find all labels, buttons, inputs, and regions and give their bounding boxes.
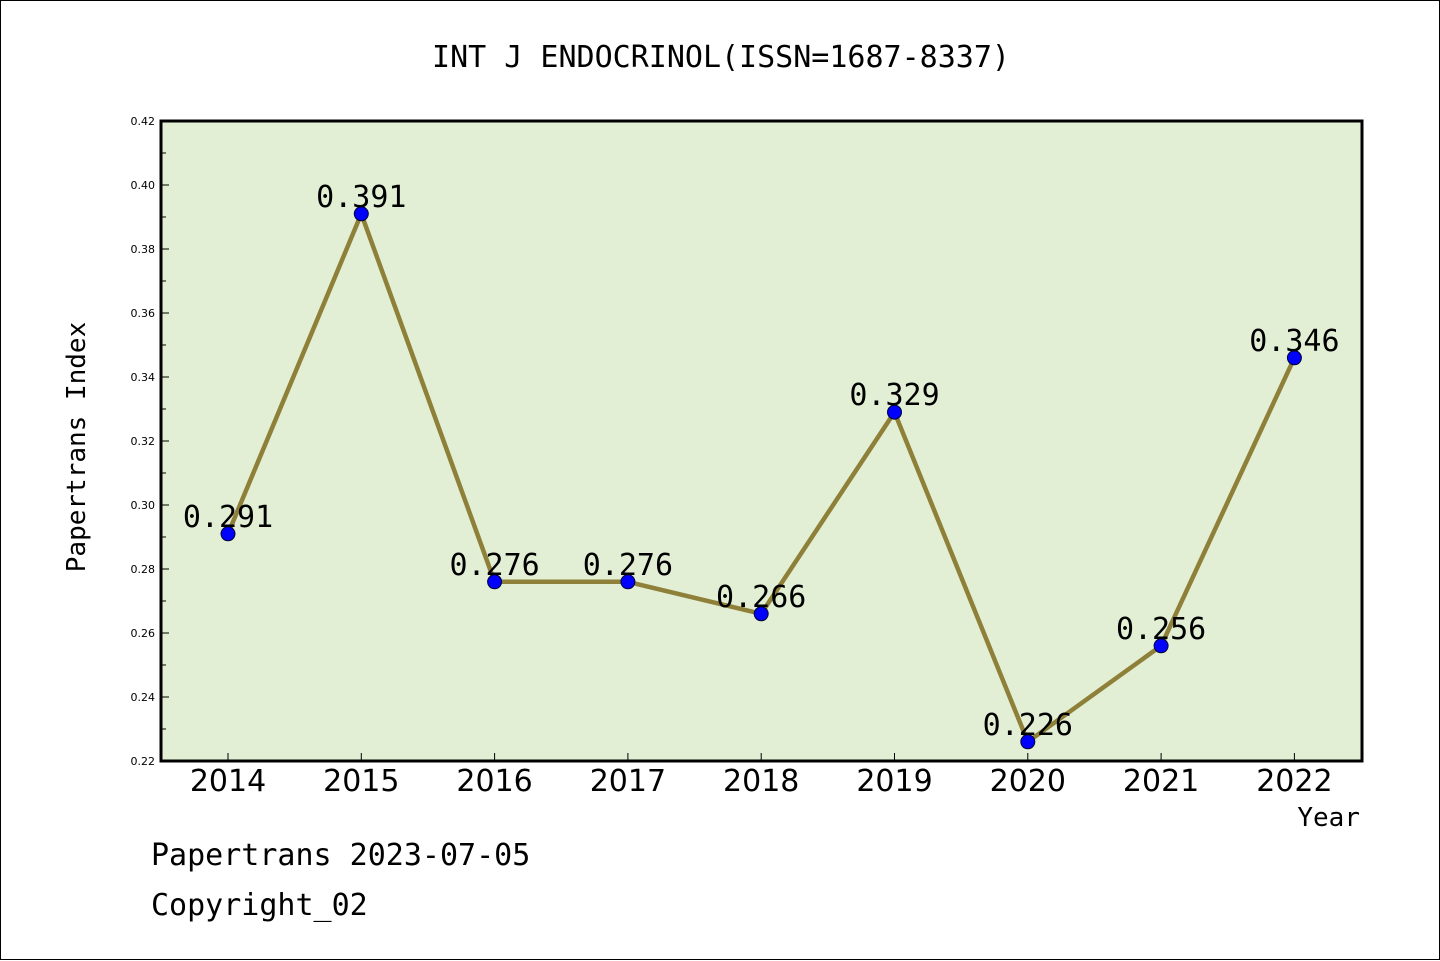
plot-area xyxy=(159,119,1364,763)
data-point xyxy=(620,574,636,590)
data-point xyxy=(353,206,369,222)
y-tick-label: 0.32 xyxy=(131,435,156,448)
y-tick-label: 0.38 xyxy=(131,243,156,256)
data-point xyxy=(1286,350,1302,366)
data-point xyxy=(220,526,236,542)
y-tick-label: 0.42 xyxy=(131,115,156,128)
y-tick-label: 0.30 xyxy=(131,499,156,512)
x-tick-label: 2018 xyxy=(723,764,799,799)
x-axis: 2014 2015 2016 2017 2018 2019 2020 2021 2022 xyxy=(190,753,1333,799)
data-point xyxy=(753,606,769,622)
footer-date: Papertrans 2023-07-05 xyxy=(151,838,530,873)
y-axis: 0.22 0.24 0.26 0.28 0.30 0.32 0.34 0.36 0.38 0.40… xyxy=(131,115,169,768)
x-tick-label: 2017 xyxy=(590,764,666,799)
data-labels: 0.291 0.391 0.276 0.276 0.266 0.329 0.226 0.256… xyxy=(183,180,1340,743)
x-tick-label: 2021 xyxy=(1123,764,1199,799)
footer-copyright: Copyright_02 xyxy=(151,888,368,923)
data-label: 0.226 xyxy=(983,708,1073,743)
x-tick-label: 2016 xyxy=(456,764,532,799)
y-tick-label: 0.28 xyxy=(131,563,156,576)
data-label: 0.329 xyxy=(849,378,939,413)
x-tick-label: 2022 xyxy=(1256,764,1332,799)
y-axis-label: Papertrans Index xyxy=(62,322,92,572)
data-points xyxy=(220,206,1302,750)
y-tick-label: 0.34 xyxy=(131,371,156,384)
data-label: 0.276 xyxy=(583,548,673,583)
data-label: 0.266 xyxy=(716,580,806,615)
y-tick-label: 0.40 xyxy=(131,179,156,192)
data-point xyxy=(1020,734,1036,750)
data-label: 0.346 xyxy=(1249,324,1339,359)
chart-title: INT J ENDOCRINOL(ISSN=1687-8337) xyxy=(432,40,1010,75)
y-tick-label: 0.36 xyxy=(131,307,156,320)
data-label: 0.276 xyxy=(449,548,539,583)
data-label: 0.256 xyxy=(1116,612,1206,647)
data-label: 0.391 xyxy=(316,180,406,215)
y-tick-label: 0.24 xyxy=(131,691,156,704)
x-tick-label: 2014 xyxy=(190,764,266,799)
y-tick-label: 0.26 xyxy=(131,627,156,640)
data-point xyxy=(487,574,503,590)
x-tick-label: 2020 xyxy=(990,764,1066,799)
data-label: 0.291 xyxy=(183,500,273,535)
data-point xyxy=(1153,638,1169,654)
x-tick-label: 2015 xyxy=(323,764,399,799)
data-point xyxy=(887,404,902,420)
x-tick-label: 2019 xyxy=(856,764,932,799)
x-axis-label: Year xyxy=(1297,803,1360,833)
y-tick-label: 0.22 xyxy=(131,755,156,768)
